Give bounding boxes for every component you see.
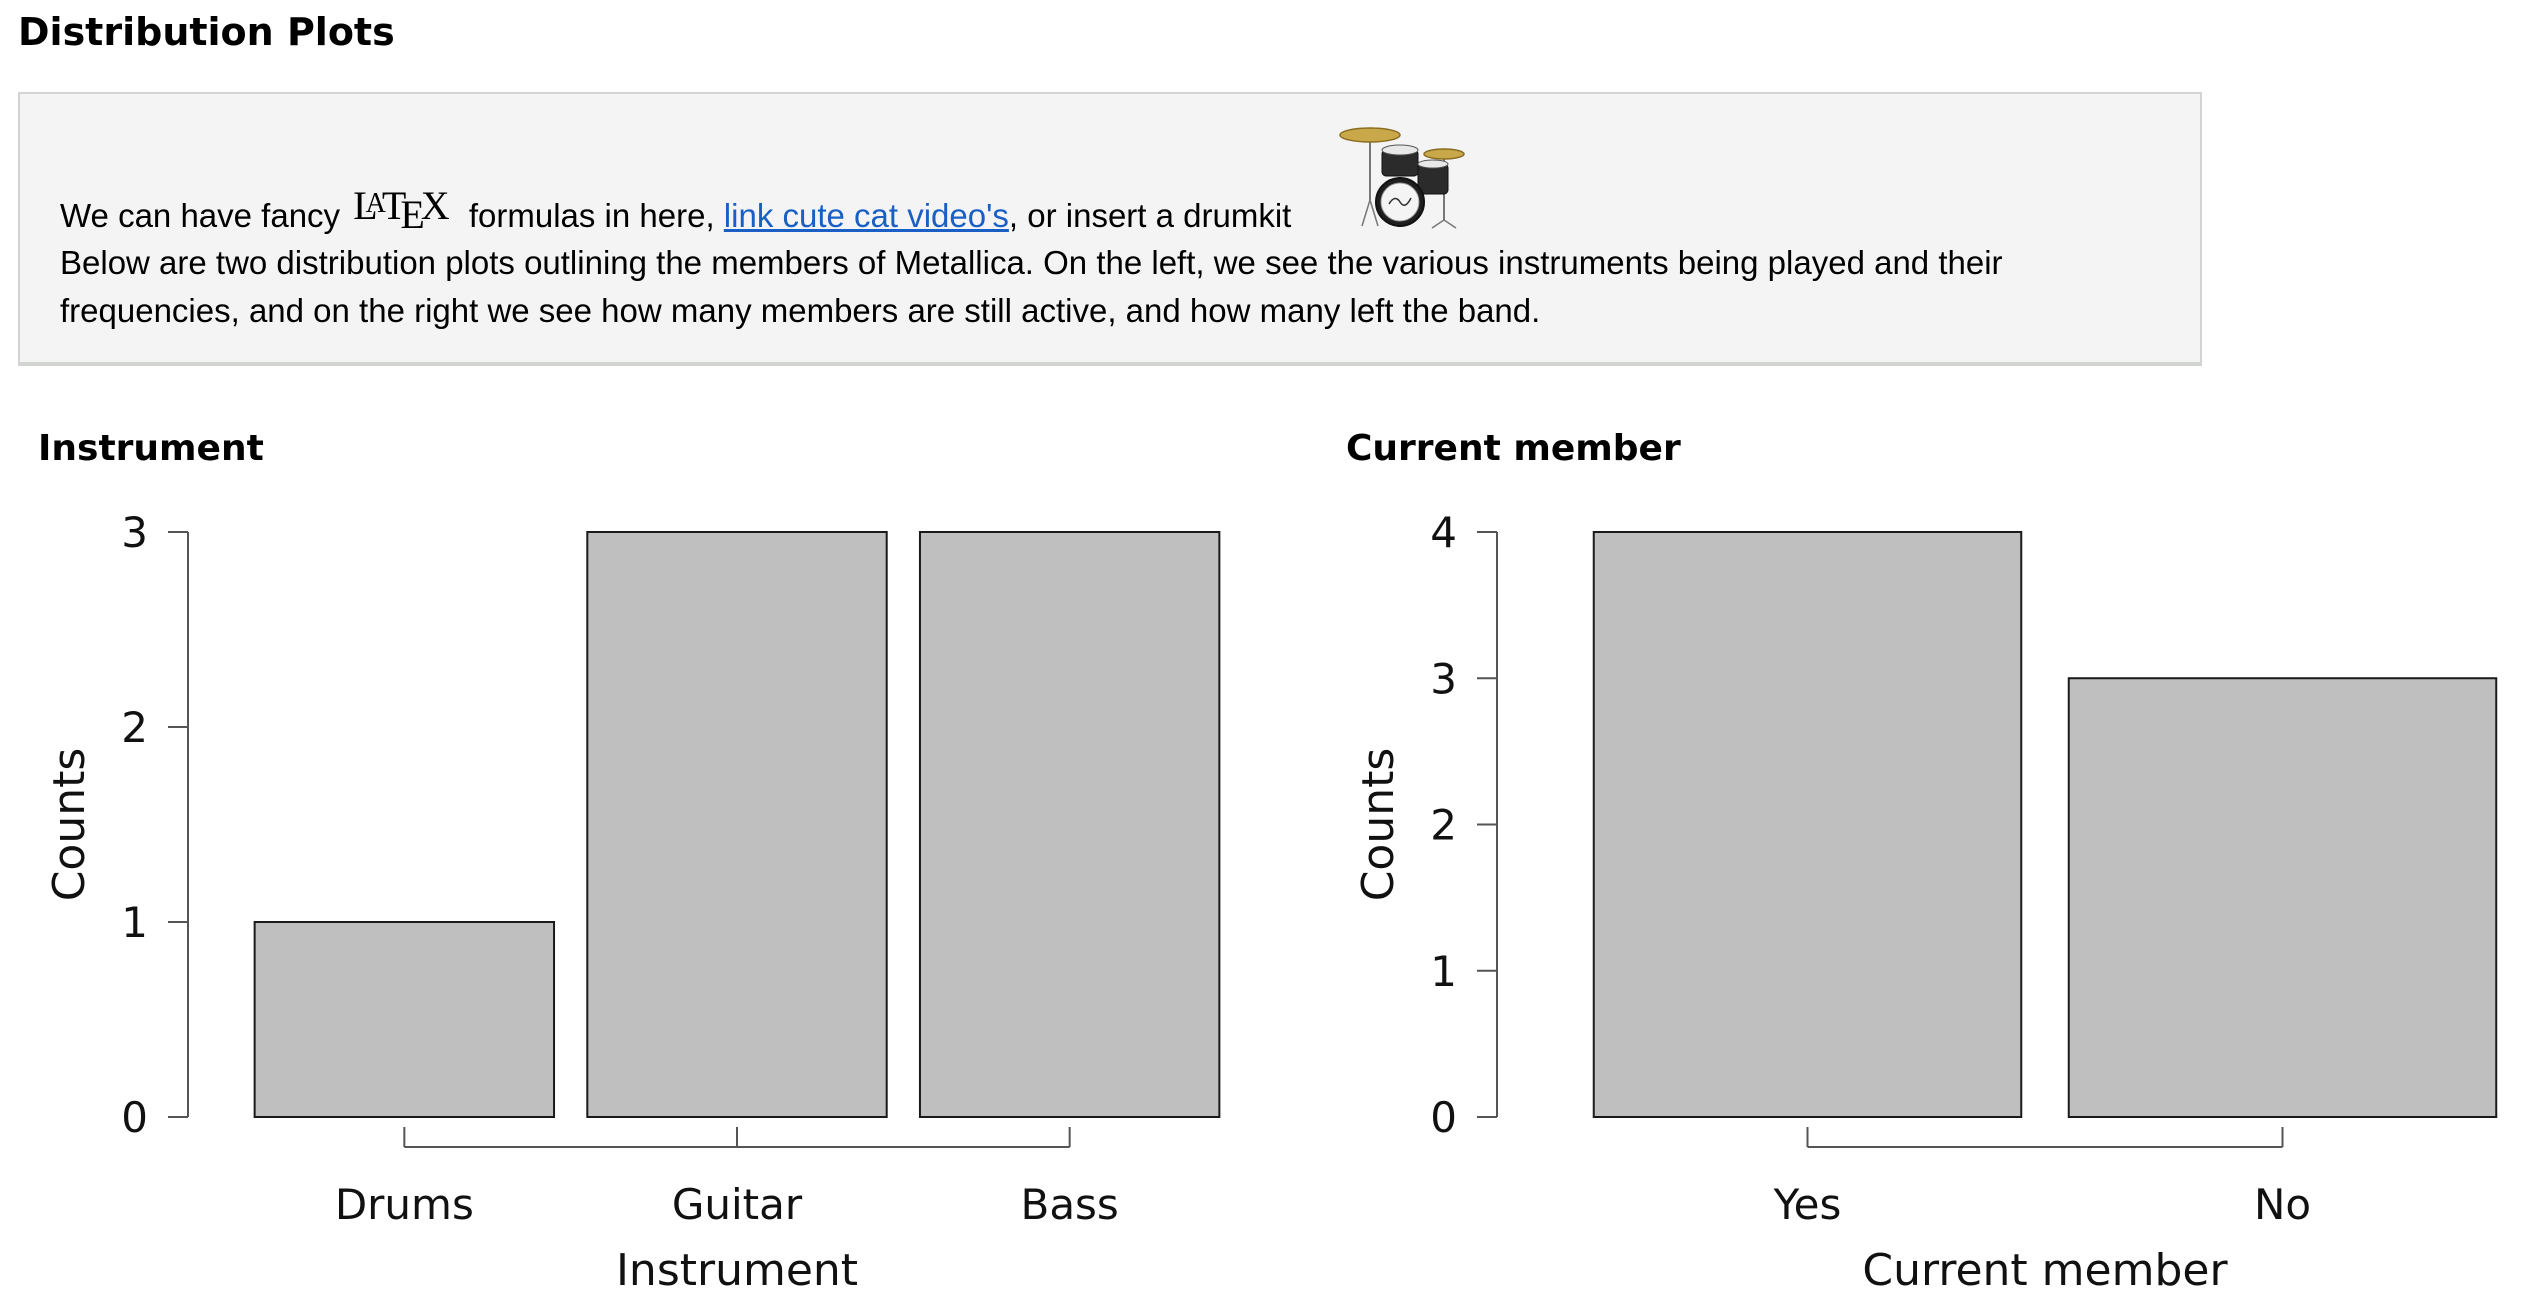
bar-guitar — [586, 531, 888, 1118]
instrument-chart-title: Instrument — [38, 428, 264, 469]
y-tick-label: 1 — [121, 898, 148, 947]
note-line-3: frequencies, and on the right we see how… — [60, 292, 1541, 329]
y-tick-label: 0 — [121, 1093, 148, 1142]
y-axis-title: Counts — [1353, 748, 1404, 902]
y-tick-label: 2 — [121, 703, 148, 752]
note-text-after: , or insert a drumkit — [1008, 197, 1292, 234]
note-line-1: We can have fancy LATEX formulas in here… — [60, 183, 1292, 237]
drumkit-icon — [1339, 127, 1465, 229]
instrument-chart: 0 1 2 3 Drums Guitar Bass Instrument Counts — [44, 508, 1221, 1296]
current-member-chart-title: Current member — [1346, 428, 1681, 469]
x-tick-label: Drums — [335, 1180, 474, 1229]
y-tick-label: 1 — [1430, 947, 1457, 996]
y-tick-label: 4 — [1430, 508, 1457, 557]
page-title: Distribution Plots — [18, 10, 395, 54]
x-axis-title: Current member — [1862, 1245, 2228, 1296]
x-tick-label: No — [2254, 1180, 2311, 1229]
note-text-before: We can have fancy — [60, 197, 341, 234]
y-axis-title: Counts — [44, 748, 95, 902]
bar-drums — [253, 921, 556, 1118]
bar-yes — [1592, 531, 2023, 1118]
y-tick-label: 3 — [1430, 654, 1457, 703]
y-tick-label: 2 — [1430, 801, 1457, 850]
y-tick-label: 0 — [1430, 1093, 1457, 1142]
latex-logo: LATEX — [353, 183, 450, 237]
cat-video-link[interactable]: link cute cat video's — [723, 197, 1009, 234]
bar-bass — [918, 531, 1221, 1118]
y-tick-label: 3 — [121, 508, 148, 557]
bar-no — [2067, 677, 2498, 1118]
x-tick-label: Guitar — [672, 1180, 803, 1229]
note-text-middle: formulas in here, — [468, 197, 715, 234]
x-axis-title: Instrument — [616, 1245, 858, 1296]
x-tick-label: Yes — [1773, 1180, 1842, 1229]
note-box: We can have fancy LATEX formulas in here… — [18, 92, 2202, 366]
note-line-2: Below are two distribution plots outlini… — [60, 244, 2003, 281]
x-tick-label: Bass — [1021, 1180, 1119, 1229]
